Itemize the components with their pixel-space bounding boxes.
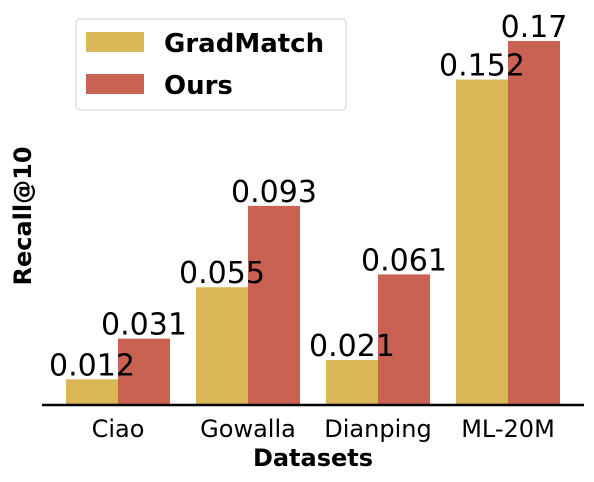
- legend: GradMatch Ours: [75, 18, 347, 111]
- data-label-ours-dianping: 0.061: [361, 243, 447, 278]
- bar-gradmatch-dianping: [326, 360, 378, 405]
- x-tick-label-ml-20m: ML-20M: [461, 415, 555, 443]
- x-tick-label-ciao: Ciao: [92, 415, 145, 443]
- x-axis-title: Datasets: [253, 444, 373, 472]
- data-label-ours-gowalla: 0.093: [231, 175, 317, 210]
- x-tick-labels: Ciao Gowalla Dianping ML-20M: [92, 415, 555, 443]
- bars-group: [66, 41, 560, 406]
- x-tick-label-gowalla: Gowalla: [200, 415, 296, 443]
- bar-ours-ciao: [118, 338, 170, 405]
- data-label-gradmatch-gowalla: 0.055: [179, 256, 265, 291]
- x-tick-label-dianping: Dianping: [324, 415, 431, 443]
- bar-ours-dianping: [378, 274, 430, 405]
- bar-ours-gowalla: [248, 205, 300, 405]
- data-labels-group: 0.012 0.031 0.055 0.093 0.021 0.061 0.152 0.17: [49, 10, 567, 383]
- legend-swatch-gradmatch: [86, 32, 144, 52]
- data-label-gradmatch-ml-20m: 0.152: [439, 49, 525, 84]
- y-axis-title: Recall@10: [9, 146, 37, 285]
- bar-gradmatch-gowalla: [196, 287, 248, 405]
- data-label-gradmatch-dianping: 0.021: [309, 329, 395, 364]
- data-label-gradmatch-ciao: 0.012: [49, 348, 135, 383]
- bar-ours-ml-20m: [508, 41, 560, 405]
- data-label-ours-ml-20m: 0.17: [501, 10, 568, 45]
- legend-swatch-ours: [86, 74, 144, 94]
- legend-label-gradmatch: GradMatch: [164, 29, 324, 59]
- bar-gradmatch-ciao: [66, 379, 118, 405]
- data-label-ours-ciao: 0.031: [101, 308, 187, 343]
- legend-label-ours: Ours: [164, 71, 233, 101]
- bar-gradmatch-ml-20m: [456, 79, 508, 406]
